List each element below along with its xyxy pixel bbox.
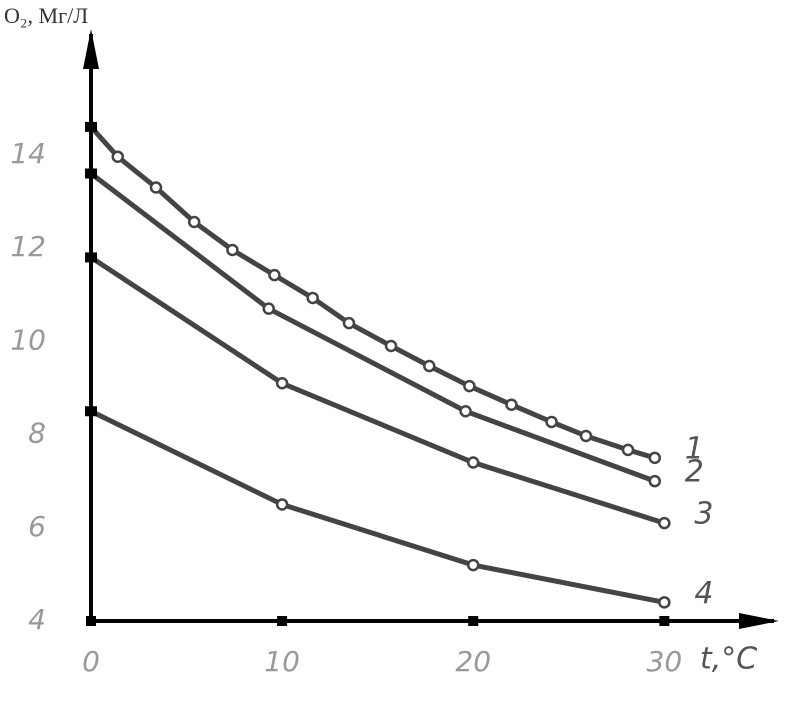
- x-axis-arrow: [739, 613, 779, 629]
- marker: [423, 359, 436, 373]
- series-line: [88, 254, 667, 526]
- marker: [658, 516, 671, 530]
- y-tick-label: 12: [10, 230, 46, 263]
- marker: [658, 596, 671, 609]
- marker: [545, 415, 558, 429]
- marker: [384, 339, 398, 353]
- x-axis-label: t,°C: [700, 642, 757, 677]
- curve-label: 4: [694, 576, 713, 611]
- y-tick-label: 14: [10, 137, 46, 170]
- marker: [262, 302, 275, 315]
- curve-label: 1: [685, 431, 704, 466]
- x-tick: [86, 616, 96, 626]
- marker: [187, 215, 201, 229]
- y-tick-label: 4: [28, 603, 46, 636]
- marker: [648, 474, 662, 488]
- marker: [275, 498, 289, 511]
- marker: [275, 377, 289, 390]
- marker: [505, 398, 518, 411]
- marker: [226, 243, 239, 257]
- x-tick-label: 30: [647, 645, 683, 678]
- x-tick-label: 20: [455, 645, 491, 678]
- marker: [466, 456, 480, 469]
- y-tick-label: 8: [28, 417, 46, 450]
- marker: [149, 181, 163, 194]
- x-tick-label: 10: [264, 645, 300, 678]
- marker: [459, 404, 472, 418]
- marker: [648, 451, 662, 465]
- marker: [579, 429, 593, 443]
- curve-label: 3: [694, 497, 713, 532]
- x-tick: [277, 616, 288, 626]
- start-marker: [85, 168, 97, 179]
- marker: [466, 558, 480, 572]
- curve-label: 2: [685, 455, 704, 490]
- series-line: [88, 124, 658, 461]
- marker: [111, 150, 125, 163]
- start-marker: [85, 406, 97, 417]
- marker: [268, 268, 281, 282]
- marker: [621, 443, 635, 457]
- series-line: [88, 171, 658, 484]
- marker: [342, 316, 356, 330]
- y-tick-label: 10: [10, 323, 46, 356]
- y-axis-arrow: [83, 29, 99, 69]
- start-marker: [85, 121, 97, 132]
- marker: [463, 379, 476, 393]
- series-line: [88, 408, 667, 605]
- x-tick: [468, 616, 479, 626]
- y-tick-label: 6: [28, 510, 46, 543]
- y-axis-label: O₂, Мг/Л: [4, 3, 88, 28]
- x-tick-label: 0: [82, 645, 100, 678]
- x-tick: [659, 616, 670, 626]
- marker: [306, 291, 319, 305]
- start-marker: [85, 252, 97, 263]
